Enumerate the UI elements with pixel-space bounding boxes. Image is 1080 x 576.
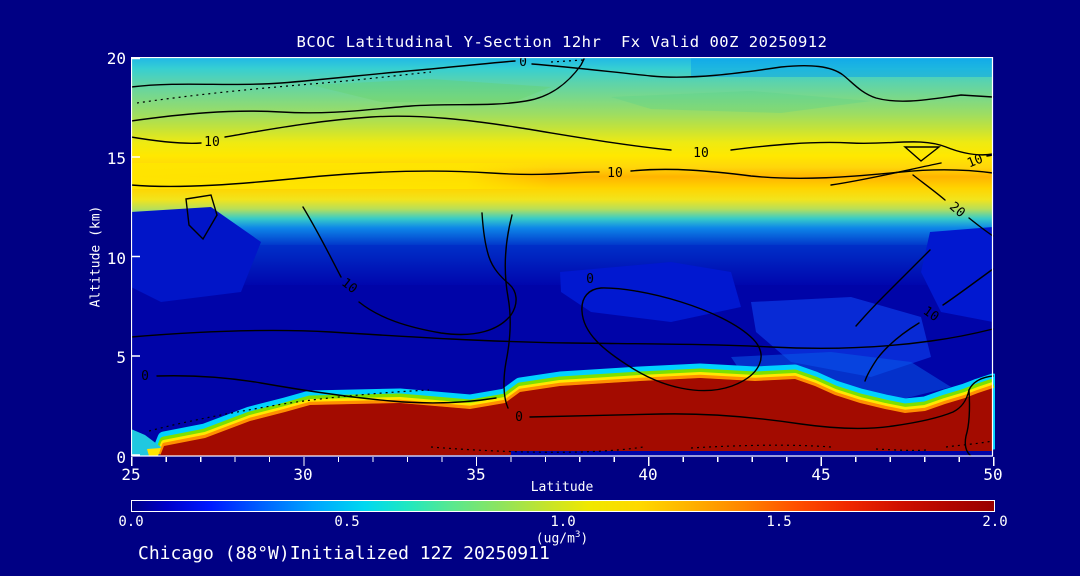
bottom-blue-strip [511,451,993,457]
green-patch [311,79,551,103]
x-tick-30: 30 [293,465,313,484]
x-tick-40: 40 [638,465,658,484]
contour-label: 10 [607,166,623,181]
left-yellow-patch [131,163,551,189]
footer-init-text: Chicago (88°W)Initialized 12Z 20250911 [138,543,550,564]
blue-haze-above-plume [731,352,951,402]
units-suffix: ) [580,531,589,547]
surface-plume [160,378,993,456]
y-tick-5: 5 [116,348,126,367]
contour-lines [131,58,994,457]
plume-edge-orange [158,374,994,456]
corner-yellow-sliver [147,448,161,456]
y-tick-0: 0 [116,448,126,467]
colorbar-tick-2.0: 2.0 [982,514,1008,530]
y-tick-15: 15 [106,149,126,168]
contour-label: 10 [204,135,220,150]
contour-label: 0 [141,369,149,384]
plot-area: 0 10 10 10 20 10 10 10 0 0 0 [131,57,995,457]
upper-gradient-band [131,57,993,247]
x-axis-label: Latitude [530,480,594,495]
x-axis-major-ticks [131,457,995,466]
colorbar-units: (ug/m3) [131,530,993,546]
y-axis-ticks [132,57,140,456]
contour-label: 0 [515,410,523,425]
x-tick-45: 45 [811,465,831,484]
mid-blue-patch [921,227,993,322]
units-superscript: 3 [574,530,581,540]
contour-label: 10 [920,304,941,325]
chart-title: BCOC Latitudinal Y-Section 12hr Fx Valid… [296,33,828,51]
x-tick-25: 25 [121,465,141,484]
units-prefix: (ug/m [535,531,575,547]
top-right-blue-tint [691,57,993,77]
x-tick-50: 50 [983,465,1003,484]
contour-label: 0 [586,272,594,287]
x-tick-35: 35 [466,465,486,484]
green-patch [611,91,871,113]
colorbar-tick-1.5: 1.5 [766,514,792,530]
colorbar-tick-0.5: 0.5 [334,514,360,530]
contour-label: 10 [693,146,709,161]
colorbar-tick-0.0: 0.0 [118,514,144,530]
y-tick-20: 20 [106,49,126,68]
y-axis-label: Altitude (km) [88,205,104,308]
mid-blue-patch [131,207,261,302]
colorbar [131,500,995,512]
contour-label: 10 [965,152,985,172]
y-tick-10: 10 [106,249,126,268]
contour-label: 0 [519,57,527,70]
colorbar-tick-1.0: 1.0 [550,514,576,530]
plot-frame [131,57,994,457]
dotted-contours [136,59,994,453]
